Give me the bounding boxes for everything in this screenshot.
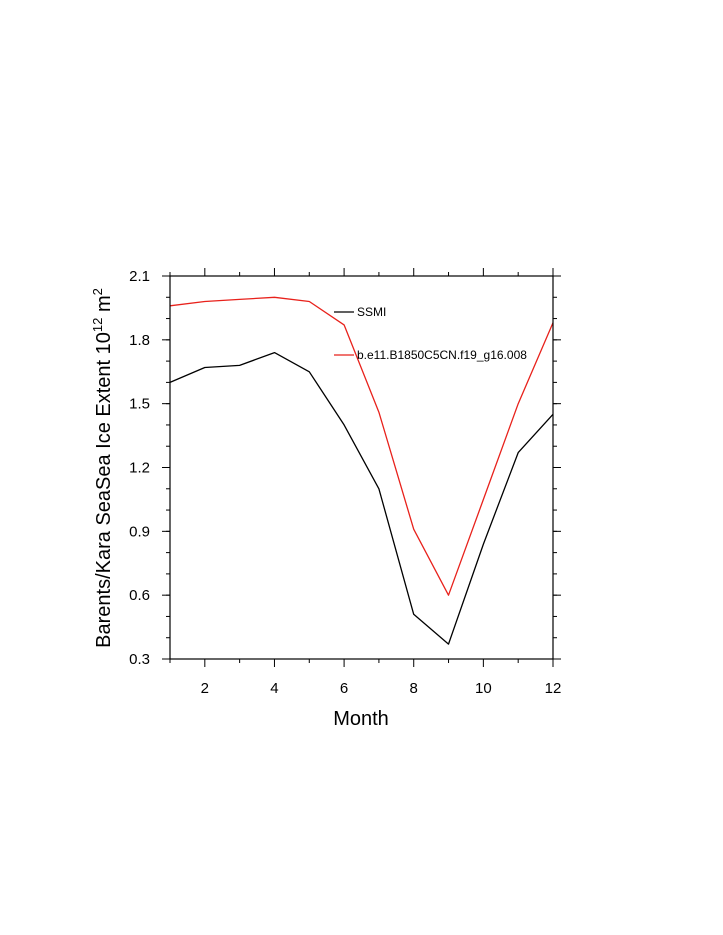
series-line-0 [169, 351, 554, 645]
y-tick-label: 1.8 [129, 332, 150, 349]
x-axis-title: Month [333, 708, 389, 730]
x-tick-label: 12 [545, 680, 562, 697]
series-line-1 [169, 296, 554, 596]
y-axis-title-unit: m [93, 295, 115, 317]
y-axis-title-exponent: 12 [90, 318, 105, 332]
y-tick-label: 0.3 [129, 651, 150, 668]
y-tick-label: 1.2 [129, 460, 150, 477]
y-axis-title-main: Barents/Kara SeaSea Ice Extent 10 [93, 332, 115, 648]
y-axis-title-unit-exponent: 2 [90, 288, 105, 295]
y-tick-label: 1.5 [129, 396, 150, 413]
y-tick-label: 2.1 [129, 268, 150, 285]
x-tick-label: 6 [340, 680, 348, 697]
x-tick-label: 4 [270, 680, 278, 697]
y-tick-label: 0.9 [129, 523, 150, 540]
x-tick-label: 10 [475, 680, 492, 697]
tick-labels: 2 4 6 8 10 12 0.3 0.6 0.9 1.2 1.5 1.8 2.1 [129, 268, 561, 697]
x-tick-label: 2 [201, 680, 209, 697]
legend-label-ssmi: SSMI [357, 305, 386, 319]
x-tick-label: 8 [410, 680, 418, 697]
plot-frame [169, 275, 554, 660]
y-tick-label: 0.6 [129, 587, 150, 604]
legend: SSMI b.e11.B1850C5CN.f19_g16.008 [334, 305, 527, 362]
legend-label-model: b.e11.B1850C5CN.f19_g16.008 [357, 348, 527, 362]
y-axis-title: Barents/Kara SeaSea Ice Extent 1012 m2 [90, 288, 115, 648]
series-lines [169, 296, 554, 645]
ticks-layer [162, 268, 561, 667]
